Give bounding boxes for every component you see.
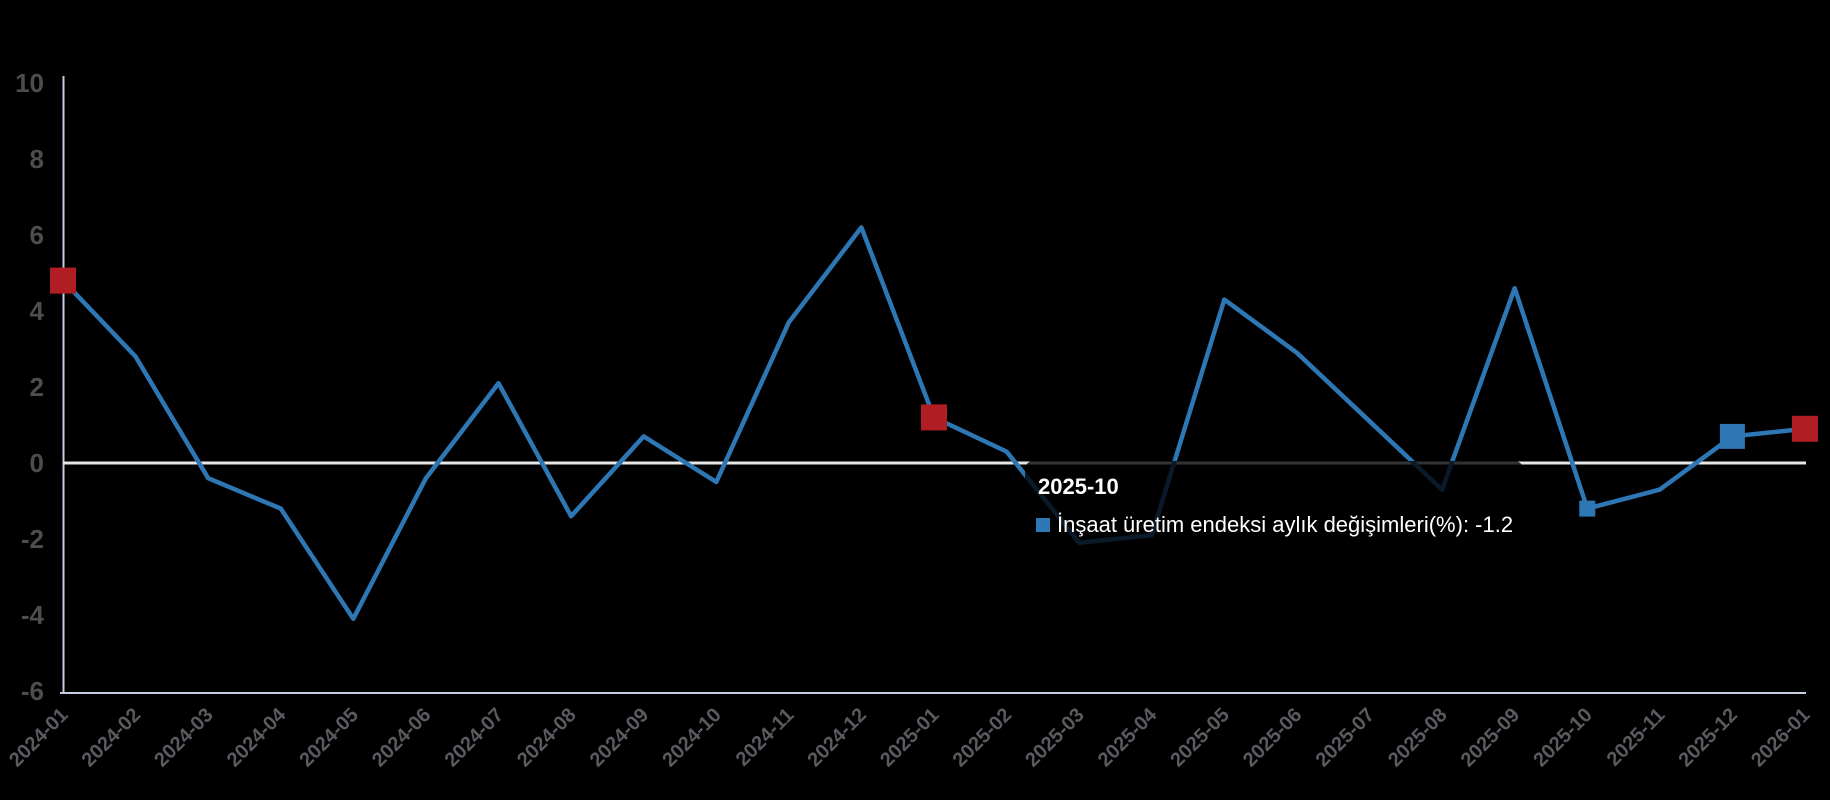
x-axis-label-2024-02: 2024-02 [78,704,145,771]
y-axis-label-8: 8 [30,144,44,174]
x-axis-label-2025-12: 2025-12 [1674,704,1741,771]
y-axis-label-4: 4 [30,296,45,326]
x-axis-label-2026-01: 2026-01 [1747,704,1814,771]
x-axis-label-2024-10: 2024-10 [658,704,725,771]
x-axis-label-2024-07: 2024-07 [441,704,508,771]
x-axis-label-2024-01: 2024-01 [5,704,72,771]
marker-2026-01[interactable] [1792,415,1818,442]
y-axis-label-0: 0 [30,448,44,478]
x-axis-label-2025-09: 2025-09 [1457,704,1524,771]
x-axis-label-2024-09: 2024-09 [586,704,653,771]
marker-2025-12[interactable] [1719,423,1745,449]
x-axis-label-2025-10: 2025-10 [1529,704,1596,771]
x-axis-label-2025-08: 2025-08 [1384,704,1451,771]
x-axis-label-2024-12: 2024-12 [803,704,870,771]
x-axis-label-2024-11: 2024-11 [732,704,799,771]
x-axis-label-2024-03: 2024-03 [150,704,217,771]
x-axis-label-2025-07: 2025-07 [1312,704,1379,771]
y-axis-label--2: -2 [21,524,44,554]
x-axis-label-2025-05: 2025-05 [1166,704,1233,771]
y-axis-label--4: -4 [21,600,45,630]
x-axis-label-2025-02: 2025-02 [949,704,1016,771]
x-axis-label-2025-04: 2025-04 [1094,703,1162,771]
x-axis-label-2025-11: 2025-11 [1603,704,1670,771]
y-axis-label-2: 2 [30,372,44,402]
x-axis-label-2024-06: 2024-06 [368,704,435,771]
x-axis-label-2025-01: 2025-01 [876,704,943,771]
x-axis-label-2025-06: 2025-06 [1239,704,1306,771]
x-axis-label-2025-03: 2025-03 [1021,704,1088,771]
x-axis-label-2024-08: 2024-08 [513,704,580,771]
x-axis-label-2024-04: 2024-04 [223,703,291,771]
y-axis-label--6: -6 [21,676,44,706]
x-axis-label-2024-05: 2024-05 [295,704,362,771]
marker-2025-01[interactable] [921,404,947,431]
marker-2024-01[interactable] [50,267,76,294]
marker-2025-10[interactable] [1579,500,1596,517]
y-axis-label-10: 10 [15,68,44,98]
y-axis-label-6: 6 [30,220,44,250]
